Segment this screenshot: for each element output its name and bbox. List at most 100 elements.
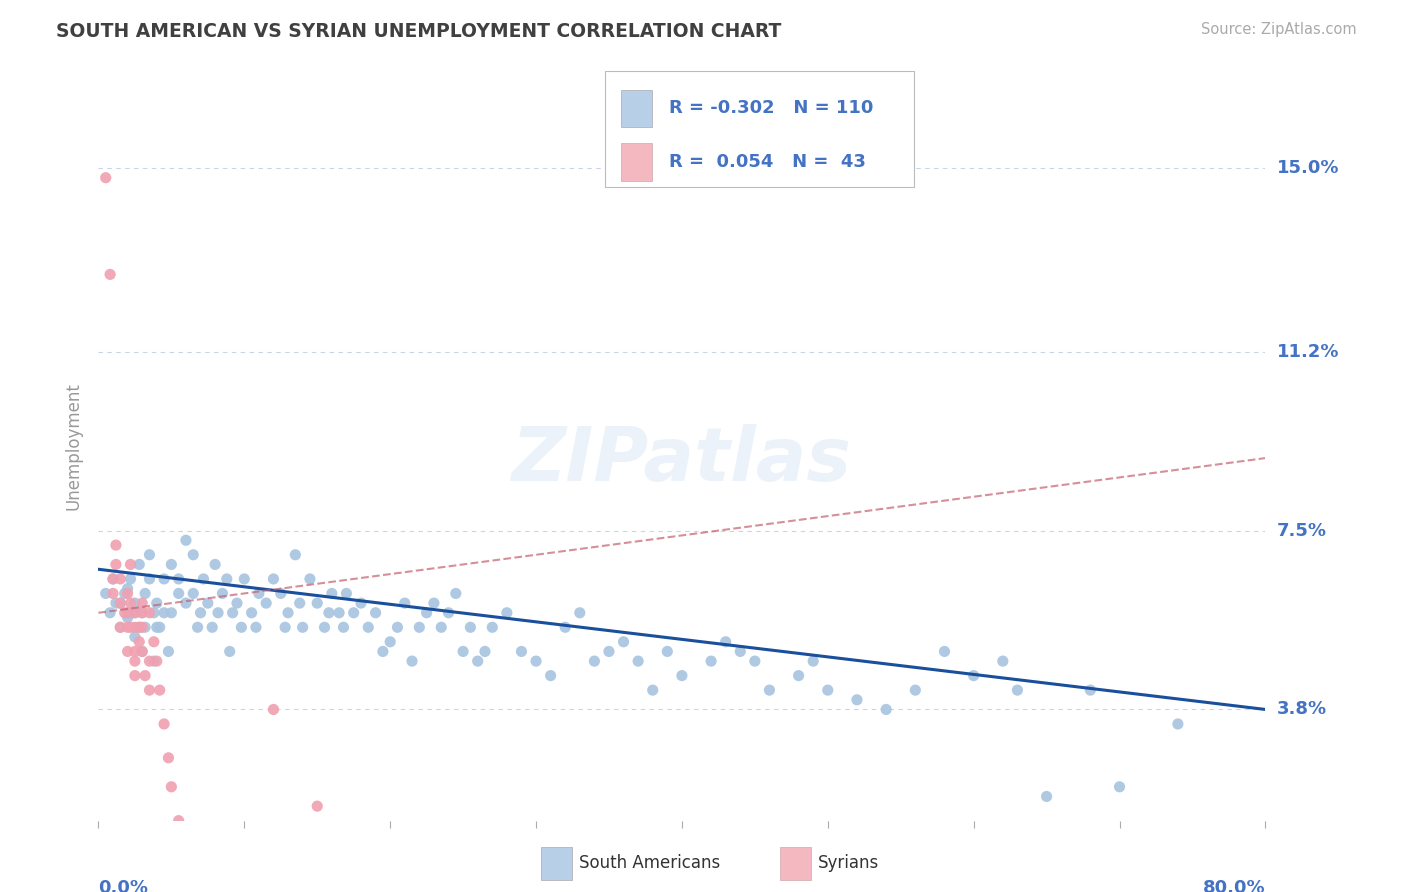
Point bbox=[98, 606, 121, 620]
Point bbox=[904, 683, 927, 698]
Point bbox=[104, 558, 127, 572]
Point bbox=[307, 596, 329, 610]
Point bbox=[157, 751, 180, 765]
Point bbox=[714, 634, 737, 648]
Point bbox=[583, 654, 606, 668]
Point bbox=[114, 586, 136, 600]
Point bbox=[117, 644, 139, 658]
Point bbox=[187, 620, 209, 634]
Point bbox=[758, 683, 780, 698]
Point bbox=[350, 596, 373, 610]
Point bbox=[117, 582, 139, 596]
Point bbox=[291, 620, 314, 634]
Point bbox=[408, 620, 430, 634]
Text: 15.0%: 15.0% bbox=[1277, 159, 1339, 177]
Point bbox=[401, 654, 423, 668]
Point bbox=[215, 572, 238, 586]
Point bbox=[124, 654, 146, 668]
Point bbox=[104, 538, 127, 552]
Point bbox=[467, 654, 489, 668]
Point bbox=[138, 654, 160, 668]
Point bbox=[801, 654, 824, 668]
Point bbox=[120, 558, 142, 572]
Point bbox=[101, 572, 124, 586]
Point bbox=[128, 558, 150, 572]
Text: R = -0.302   N = 110: R = -0.302 N = 110 bbox=[669, 100, 873, 118]
Point bbox=[554, 620, 576, 634]
Point bbox=[120, 606, 142, 620]
Point bbox=[430, 620, 453, 634]
Point bbox=[641, 683, 664, 698]
Point bbox=[284, 548, 307, 562]
Text: ZIPatlas: ZIPatlas bbox=[512, 425, 852, 498]
Point bbox=[128, 620, 150, 634]
Point bbox=[124, 644, 146, 658]
Point bbox=[138, 548, 160, 562]
Point bbox=[233, 572, 256, 586]
Point bbox=[270, 586, 292, 600]
Point bbox=[142, 606, 165, 620]
Point bbox=[460, 620, 482, 634]
Text: SOUTH AMERICAN VS SYRIAN UNEMPLOYMENT CORRELATION CHART: SOUTH AMERICAN VS SYRIAN UNEMPLOYMENT CO… bbox=[56, 22, 782, 41]
Point bbox=[1080, 683, 1102, 698]
Point bbox=[190, 838, 212, 852]
Point bbox=[134, 586, 156, 600]
Point bbox=[328, 606, 350, 620]
Point bbox=[124, 630, 146, 644]
Point bbox=[142, 634, 165, 648]
Point bbox=[134, 668, 156, 682]
Point bbox=[321, 586, 343, 600]
Point bbox=[211, 586, 233, 600]
Point bbox=[153, 606, 176, 620]
Point bbox=[846, 693, 869, 707]
Point bbox=[124, 596, 146, 610]
Point bbox=[110, 572, 132, 586]
Point bbox=[218, 828, 240, 842]
Point bbox=[226, 596, 249, 610]
Point bbox=[128, 634, 150, 648]
Point bbox=[221, 606, 243, 620]
Point bbox=[104, 596, 127, 610]
Point bbox=[114, 606, 136, 620]
Point bbox=[700, 654, 723, 668]
Point bbox=[167, 586, 190, 600]
Point bbox=[1108, 780, 1130, 794]
Point bbox=[415, 606, 437, 620]
Point bbox=[288, 596, 311, 610]
Point bbox=[131, 596, 153, 610]
Point bbox=[730, 644, 752, 658]
Y-axis label: Unemployment: Unemployment bbox=[65, 382, 83, 510]
Point bbox=[131, 606, 153, 620]
Text: Syrians: Syrians bbox=[818, 855, 880, 872]
Text: 80.0%: 80.0% bbox=[1202, 879, 1265, 892]
Point bbox=[124, 606, 146, 620]
Point bbox=[197, 596, 219, 610]
Point bbox=[181, 548, 204, 562]
Point bbox=[174, 596, 197, 610]
Point bbox=[110, 620, 132, 634]
Point bbox=[496, 606, 519, 620]
Point bbox=[568, 606, 591, 620]
Point bbox=[153, 717, 176, 731]
Point bbox=[437, 606, 460, 620]
Point bbox=[875, 702, 897, 716]
Point bbox=[657, 644, 679, 658]
Text: Source: ZipAtlas.com: Source: ZipAtlas.com bbox=[1201, 22, 1357, 37]
Point bbox=[134, 620, 156, 634]
Text: R =  0.054   N =  43: R = 0.054 N = 43 bbox=[669, 153, 866, 170]
Point bbox=[138, 572, 160, 586]
Point bbox=[207, 606, 229, 620]
Point bbox=[146, 654, 169, 668]
Point bbox=[332, 620, 354, 634]
Point bbox=[245, 620, 267, 634]
Point bbox=[94, 586, 117, 600]
Point bbox=[120, 596, 142, 610]
Point bbox=[101, 586, 124, 600]
Point bbox=[190, 606, 212, 620]
Point bbox=[510, 644, 533, 658]
Point bbox=[598, 644, 620, 658]
Point bbox=[380, 634, 402, 648]
Point bbox=[314, 620, 336, 634]
Point bbox=[167, 572, 190, 586]
Point bbox=[110, 596, 132, 610]
